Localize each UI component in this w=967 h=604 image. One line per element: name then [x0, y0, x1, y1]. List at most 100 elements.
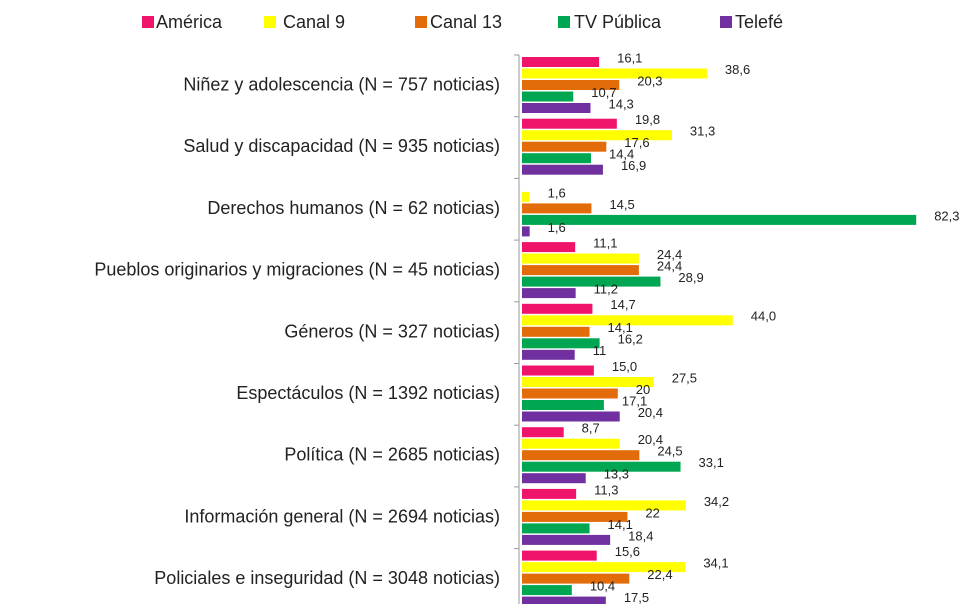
bar — [522, 511, 628, 522]
bar — [522, 365, 594, 376]
data-label: 34,2 — [704, 494, 729, 509]
bar — [522, 562, 686, 573]
data-label: 16,2 — [618, 332, 643, 347]
legend-swatch — [415, 16, 427, 28]
bar — [522, 141, 607, 152]
data-label: 15,6 — [615, 544, 640, 559]
bar — [522, 377, 654, 387]
data-label: 17,5 — [624, 590, 649, 604]
data-label: 44,0 — [751, 309, 776, 324]
data-label: 14,3 — [608, 96, 633, 111]
category-label: Policiales e inseguridad (N = 3048 notic… — [154, 568, 500, 588]
legend-label: TV Pública — [574, 12, 662, 32]
bar — [522, 130, 672, 141]
bar — [522, 303, 593, 314]
bar — [522, 438, 620, 449]
bar — [522, 253, 639, 264]
bar — [522, 596, 606, 604]
data-label: 1,6 — [548, 220, 566, 235]
legend-swatch — [558, 16, 570, 28]
data-label: 31,3 — [690, 124, 715, 139]
category-label: Política (N = 2685 noticias) — [284, 445, 500, 465]
data-label: 20,4 — [638, 405, 663, 420]
data-label: 28,9 — [678, 270, 703, 285]
legend-swatch — [142, 16, 154, 28]
bar — [522, 276, 661, 287]
bar — [522, 153, 591, 164]
bar — [522, 427, 564, 438]
category-label: Géneros (N = 327 noticias) — [284, 321, 500, 341]
data-label: 15,0 — [612, 359, 637, 374]
data-label: 16,1 — [617, 50, 642, 65]
bar — [522, 349, 575, 360]
data-label: 14,5 — [609, 197, 634, 212]
bar — [522, 57, 600, 67]
data-label: 14,1 — [608, 517, 633, 532]
bar — [522, 450, 640, 461]
bar — [522, 103, 591, 113]
data-label: 14,1 — [608, 320, 633, 335]
data-label: 20 — [636, 382, 650, 397]
bar — [522, 164, 603, 175]
bar — [522, 214, 917, 225]
bar — [522, 288, 576, 299]
data-label: 38,6 — [725, 62, 750, 77]
category-label: Derechos humanos (N = 62 noticias) — [207, 198, 500, 218]
legend-label: América — [156, 12, 223, 32]
bar — [522, 226, 530, 237]
data-label: 18,4 — [628, 528, 653, 543]
data-label: 1,6 — [548, 185, 566, 200]
data-label: 8,7 — [582, 421, 600, 436]
bar — [522, 461, 681, 472]
bar — [522, 500, 686, 511]
data-label: 24,4 — [657, 247, 682, 262]
legend-swatch — [264, 16, 276, 28]
bar — [522, 388, 618, 399]
bar — [522, 326, 590, 337]
data-label: 10,4 — [590, 579, 615, 594]
category-label: Información general (N = 2694 noticias) — [184, 506, 500, 526]
legend-label: Canal 13 — [430, 12, 502, 32]
bar — [522, 315, 733, 326]
bar — [522, 488, 577, 499]
data-label: 17,6 — [624, 135, 649, 150]
data-label: 17,1 — [622, 393, 647, 408]
data-label: 10,7 — [591, 85, 616, 100]
bar — [522, 338, 600, 349]
category-label: Espectáculos (N = 1392 noticias) — [236, 383, 500, 403]
data-label: 16,9 — [621, 158, 646, 173]
data-label: 13,3 — [604, 467, 629, 482]
bar — [522, 91, 574, 102]
data-label: 33,1 — [699, 455, 724, 470]
bar — [522, 265, 639, 276]
data-label: 11,3 — [594, 482, 618, 497]
bar — [522, 68, 707, 79]
category-label: Pueblos originarios y migraciones (N = 4… — [94, 260, 500, 280]
bar — [522, 573, 630, 584]
data-label: 19,8 — [635, 112, 660, 127]
legend-label: Canal 9 — [283, 12, 345, 32]
category-label: Niñez y adolescencia (N = 757 noticias) — [183, 75, 500, 95]
category-label: Salud y discapacidad (N = 935 noticias) — [183, 136, 500, 156]
bar — [522, 118, 617, 129]
data-label: 24,4 — [657, 259, 682, 274]
data-label: 22,4 — [647, 567, 672, 582]
bar — [522, 80, 620, 90]
bar — [522, 400, 604, 410]
legend-swatch — [720, 16, 732, 28]
data-label: 24,5 — [657, 444, 682, 459]
data-label: 22 — [645, 505, 659, 520]
bar — [522, 550, 597, 561]
data-label: 20,4 — [638, 432, 663, 447]
data-label: 11 — [593, 343, 607, 358]
data-label: 14,4 — [609, 147, 634, 162]
data-label: 11,2 — [594, 282, 618, 297]
bar — [522, 411, 620, 422]
data-label: 14,7 — [610, 297, 635, 312]
bar — [522, 203, 592, 214]
bar — [522, 534, 611, 545]
data-label: 82,3 — [934, 208, 959, 223]
data-label: 20,3 — [637, 73, 662, 88]
data-label: 34,1 — [703, 556, 728, 571]
